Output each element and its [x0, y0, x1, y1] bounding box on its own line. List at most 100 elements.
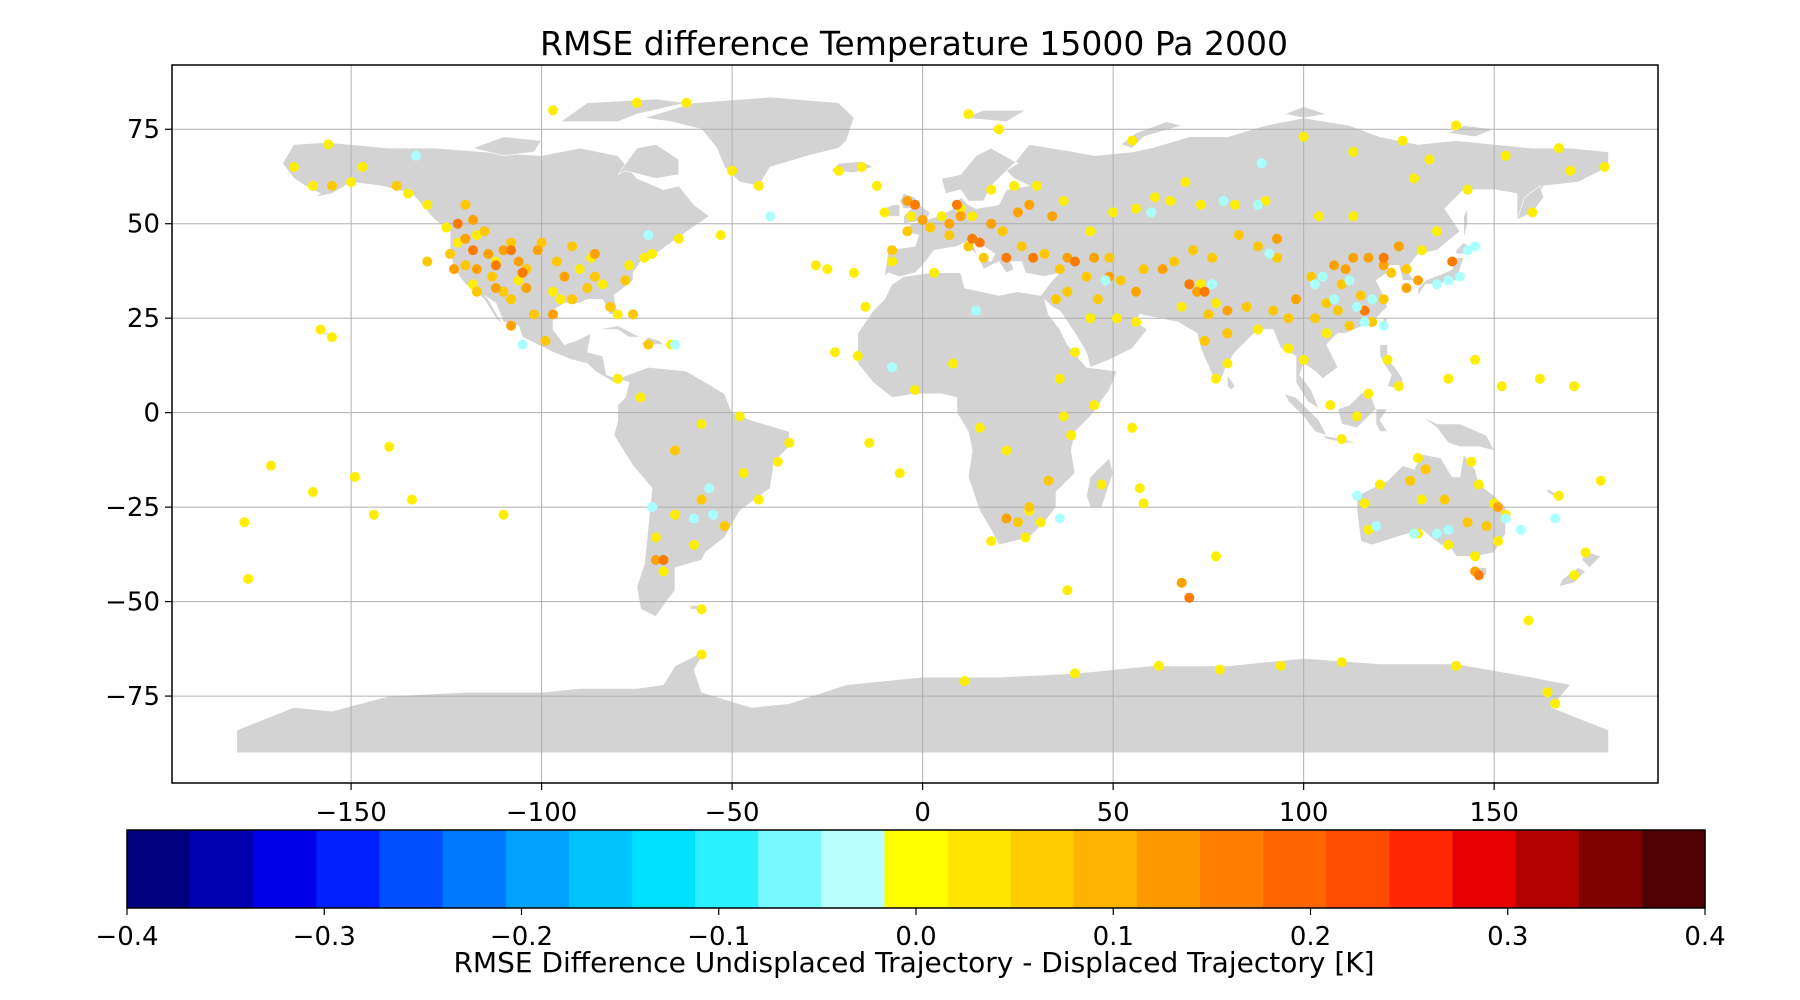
station-point-orange [1329, 260, 1340, 271]
station-point-neutral-yellow [327, 332, 337, 343]
station-point-neutral-yellow [1374, 479, 1385, 490]
station-point-orange [1062, 252, 1073, 263]
station-point-neutral-yellow [784, 437, 795, 448]
colorbar-segment [1200, 830, 1264, 908]
colorbar-tick-label: 0.0 [895, 922, 936, 952]
colorbar-tick-label: 0.3 [1487, 922, 1528, 952]
station-point-neutral-yellow [1214, 664, 1225, 675]
colorbar-ticks: −0.4 −0.3 −0.2 −0.1 0.0 0.1 0.2 0.3 0.4 [95, 908, 1726, 952]
station-point-neutral-yellow [468, 279, 478, 290]
land-greenland [644, 96, 855, 187]
station-point-light-cyan [704, 483, 715, 494]
station-point-neutral-yellow [1534, 373, 1545, 384]
station-point-dark-orange [1001, 252, 1012, 263]
station-point-light-cyan [410, 150, 421, 161]
station-point-neutral-yellow [346, 177, 357, 188]
y-tick-label: −25 [105, 493, 160, 523]
station-point-orange [559, 271, 570, 282]
station-point-neutral-yellow [548, 105, 558, 116]
station-point-neutral-yellow [1153, 660, 1164, 671]
station-point-light-orange [567, 294, 578, 305]
station-point-neutral-yellow [266, 460, 277, 471]
station-point-neutral-yellow [681, 97, 692, 108]
station-point-neutral-yellow [639, 252, 650, 263]
station-point-neutral-yellow [715, 230, 726, 241]
y-tick-label: −50 [105, 588, 160, 618]
station-point-orange [1157, 264, 1168, 275]
station-point-neutral-yellow [910, 385, 920, 395]
station-point-orange [490, 283, 501, 293]
station-point-neutral-yellow [1569, 381, 1580, 392]
colorbar-segment [505, 830, 570, 908]
station-point-neutral-yellow [849, 267, 859, 278]
station-point-neutral-yellow [1451, 120, 1462, 131]
station-point-light-orange [902, 226, 913, 237]
station-point-neutral-yellow [548, 286, 558, 297]
station-point-light-orange [1062, 286, 1073, 297]
station-point-light-orange [1039, 248, 1050, 259]
colorbar-segment [947, 830, 1012, 908]
station-point-light-cyan [1515, 524, 1526, 535]
station-point-neutral-yellow [1363, 388, 1374, 399]
station-points [239, 97, 1610, 709]
station-point-light-cyan [647, 502, 658, 513]
station-point-light-orange [1199, 335, 1210, 346]
station-point-light-orange [1081, 271, 1092, 282]
station-point-light-orange [1367, 317, 1378, 327]
station-point-light-orange [1051, 294, 1061, 305]
station-point-orange [1340, 264, 1351, 275]
station-point-neutral-yellow [498, 509, 509, 520]
station-point-light-orange [551, 256, 562, 267]
x-tick-label: −150 [315, 798, 386, 828]
x-tick-label: 0 [914, 798, 931, 828]
station-point-dark-orange [452, 218, 463, 229]
station-point-light-orange [1222, 328, 1233, 339]
station-point-neutral-yellow [1493, 536, 1503, 547]
station-point-neutral-yellow [1473, 479, 1484, 490]
station-point-orange [1348, 252, 1359, 263]
station-point-neutral-yellow [452, 237, 463, 248]
station-point-neutral-yellow [860, 301, 871, 312]
station-point-neutral-yellow [1325, 400, 1336, 411]
station-point-light-orange [1268, 305, 1279, 316]
station-point-neutral-yellow [1550, 698, 1561, 709]
station-point-orange [1393, 241, 1404, 252]
station-point-light-orange [887, 245, 898, 256]
station-point-light-orange [1016, 241, 1027, 252]
station-point-light-orange [445, 248, 456, 259]
colorbar-segment [1010, 830, 1075, 908]
station-point-neutral-yellow [871, 180, 882, 191]
land-new-guinea [1421, 416, 1495, 451]
station-point-dark-orange [967, 233, 978, 244]
land-victoria-island [471, 136, 543, 157]
station-point-orange [1413, 275, 1423, 286]
station-point-neutral-yellow [315, 324, 326, 335]
station-point-light-orange [978, 252, 989, 263]
station-point-neutral-yellow [1058, 196, 1069, 206]
station-point-light-cyan [1256, 158, 1267, 169]
station-point-neutral-yellow [1058, 411, 1069, 422]
station-point-neutral-yellow [1466, 456, 1477, 467]
station-point-dark-orange [974, 237, 985, 248]
station-point-neutral-yellow [1523, 615, 1534, 626]
station-point-neutral-yellow [1108, 207, 1119, 218]
station-point-neutral-yellow [1393, 381, 1404, 392]
station-point-orange [483, 248, 494, 259]
station-point-light-cyan [1359, 317, 1370, 327]
station-point-light-orange [582, 283, 593, 293]
station-point-neutral-yellow [822, 264, 833, 275]
station-point-neutral-yellow [1089, 400, 1100, 411]
station-point-neutral-yellow [1150, 192, 1160, 203]
station-point-light-orange [1092, 294, 1103, 305]
station-point-light-orange [1405, 475, 1416, 486]
colorbar-tick-label: 0.1 [1093, 922, 1134, 952]
station-point-dark-orange [1378, 252, 1389, 263]
colorbar-segment [1578, 830, 1643, 908]
station-point-light-cyan [1344, 275, 1355, 286]
station-point-light-cyan [1264, 248, 1275, 259]
station-point-light-orange [1043, 475, 1054, 486]
station-point-neutral-yellow [936, 211, 947, 222]
station-point-neutral-yellow [963, 109, 974, 120]
station-point-light-orange [944, 230, 955, 241]
station-point-neutral-yellow [243, 573, 254, 584]
